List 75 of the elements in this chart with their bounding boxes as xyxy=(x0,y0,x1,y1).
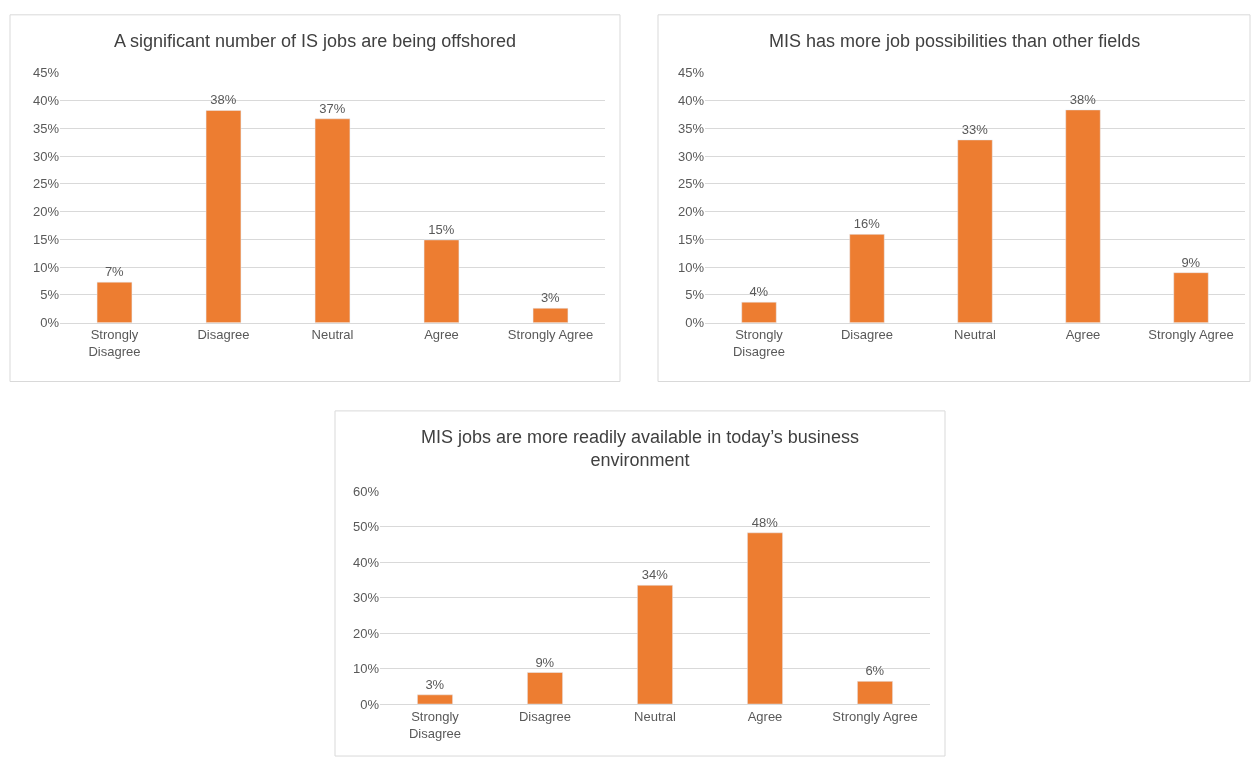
bar xyxy=(527,672,563,705)
x-tick-label: Strongly Agree xyxy=(832,708,918,724)
x-tick-label: Agree xyxy=(1065,327,1101,343)
y-tick-label: 40% xyxy=(32,93,60,109)
bar xyxy=(205,110,242,323)
y-tick-label: 10% xyxy=(32,259,60,275)
x-tick-label: Strongly Agree xyxy=(1148,327,1234,343)
y-tick-label: 10% xyxy=(352,661,380,677)
x-tick-label: Strongly Agree xyxy=(507,327,594,343)
bar xyxy=(857,681,893,705)
y-tick-label: 5% xyxy=(685,287,705,303)
y-tick-label: 20% xyxy=(677,204,705,220)
data-label: 9% xyxy=(535,654,555,670)
y-tick-label: 15% xyxy=(677,231,705,247)
bar xyxy=(637,585,673,705)
chart-title: MIS has more job possibilities than other fields xyxy=(769,31,1141,51)
data-label: 9% xyxy=(1181,254,1201,270)
y-tick-label: 40% xyxy=(677,93,705,109)
bar xyxy=(747,532,783,705)
x-tick-label: Disagree xyxy=(518,708,572,724)
bar xyxy=(96,281,133,323)
x-tick-label: Agree xyxy=(424,327,459,343)
data-label: 16% xyxy=(853,216,881,232)
x-tick-label: Agree xyxy=(747,708,783,724)
bar xyxy=(741,301,777,323)
chart-title: MIS jobs are more readily available in today’s business environment xyxy=(421,427,859,471)
x-tick-label: Strongly Disagree xyxy=(88,327,141,360)
bar xyxy=(1065,109,1101,323)
bar xyxy=(957,139,993,323)
y-tick-label: 20% xyxy=(352,625,380,641)
bar xyxy=(423,239,460,323)
data-label: 48% xyxy=(751,514,779,530)
y-tick-label: 30% xyxy=(32,148,60,164)
y-tick-label: 0% xyxy=(40,315,60,331)
y-tick-label: 30% xyxy=(677,148,705,164)
bar xyxy=(417,694,453,705)
data-label: 3% xyxy=(425,676,445,692)
y-tick-label: 5% xyxy=(40,287,60,303)
bar xyxy=(849,234,885,323)
x-tick-label: Neutral xyxy=(634,708,677,724)
y-tick-label: 10% xyxy=(677,259,705,275)
data-label: 34% xyxy=(641,567,669,583)
y-tick-label: 40% xyxy=(352,554,380,570)
y-tick-label: 0% xyxy=(685,315,705,331)
data-label: 3% xyxy=(540,290,561,306)
data-label: 7% xyxy=(104,264,125,280)
x-tick-label: Neutral xyxy=(311,327,354,343)
bar xyxy=(314,118,351,323)
bar xyxy=(532,308,569,323)
data-label: 38% xyxy=(210,92,237,108)
data-label: 6% xyxy=(865,663,885,679)
x-tick-label: Neutral xyxy=(954,327,997,343)
y-tick-label: 25% xyxy=(32,176,60,192)
y-tick-label: 35% xyxy=(32,120,60,136)
data-label: 38% xyxy=(1069,91,1097,107)
y-tick-label: 15% xyxy=(32,231,60,247)
data-label: 4% xyxy=(749,284,769,300)
x-tick-label: Disagree xyxy=(197,327,250,343)
chart-title: A significant number of IS jobs are being offshored xyxy=(114,31,516,51)
x-tick-label: Strongly Disagree xyxy=(408,708,462,741)
data-label: 15% xyxy=(428,221,455,237)
x-tick-label: Disagree xyxy=(840,327,894,343)
bar xyxy=(1173,272,1209,323)
y-tick-label: 35% xyxy=(677,120,705,136)
y-tick-label: 0% xyxy=(360,696,380,712)
y-tick-label: 45% xyxy=(32,65,60,81)
x-tick-label: Strongly Disagree xyxy=(732,327,786,360)
y-tick-label: 25% xyxy=(677,176,705,192)
y-tick-label: 20% xyxy=(32,204,60,220)
y-tick-label: 45% xyxy=(677,65,705,81)
data-label: 33% xyxy=(961,121,989,137)
y-tick-label: 30% xyxy=(352,590,380,606)
data-label: 37% xyxy=(319,100,346,116)
y-tick-label: 60% xyxy=(352,483,380,499)
y-tick-label: 50% xyxy=(352,519,380,535)
